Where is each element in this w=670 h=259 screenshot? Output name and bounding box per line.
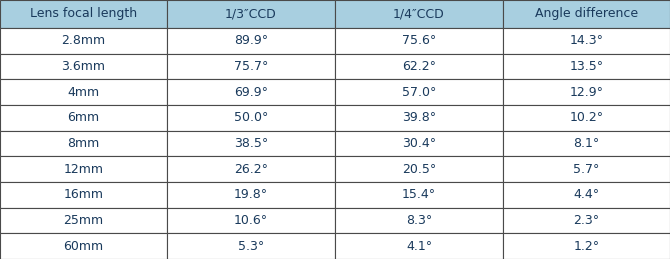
- Text: 19.8°: 19.8°: [234, 188, 268, 201]
- Bar: [335, 54, 503, 79]
- Bar: [0, 28, 167, 54]
- Bar: [0, 233, 167, 259]
- Bar: [503, 105, 670, 131]
- Bar: [335, 208, 503, 233]
- Bar: [0, 208, 167, 233]
- Text: 75.7°: 75.7°: [234, 60, 268, 73]
- Bar: [167, 79, 335, 105]
- Bar: [167, 131, 335, 156]
- Bar: [503, 131, 670, 156]
- Bar: [0, 54, 167, 79]
- Bar: [167, 233, 335, 259]
- Text: 10.2°: 10.2°: [570, 111, 604, 124]
- Text: 60mm: 60mm: [64, 240, 104, 253]
- Text: 20.5°: 20.5°: [402, 163, 436, 176]
- Text: 75.6°: 75.6°: [402, 34, 436, 47]
- Bar: [0, 131, 167, 156]
- Bar: [0, 156, 167, 182]
- Text: 4.1°: 4.1°: [406, 240, 432, 253]
- Bar: [0, 182, 167, 208]
- Bar: [0, 105, 167, 131]
- Bar: [167, 105, 335, 131]
- Bar: [0, 0, 167, 28]
- Text: 15.4°: 15.4°: [402, 188, 436, 201]
- Bar: [335, 233, 503, 259]
- Bar: [167, 182, 335, 208]
- Text: 26.2°: 26.2°: [234, 163, 268, 176]
- Bar: [167, 54, 335, 79]
- Text: 1/4″CCD: 1/4″CCD: [393, 8, 445, 20]
- Bar: [335, 131, 503, 156]
- Text: 6mm: 6mm: [68, 111, 100, 124]
- Text: 1.2°: 1.2°: [574, 240, 600, 253]
- Bar: [335, 182, 503, 208]
- Text: 12.9°: 12.9°: [570, 86, 604, 99]
- Bar: [503, 0, 670, 28]
- Text: Angle difference: Angle difference: [535, 8, 638, 20]
- Text: 2.8mm: 2.8mm: [62, 34, 106, 47]
- Text: 4mm: 4mm: [68, 86, 100, 99]
- Text: 89.9°: 89.9°: [234, 34, 268, 47]
- Text: 13.5°: 13.5°: [570, 60, 604, 73]
- Bar: [335, 156, 503, 182]
- Bar: [503, 28, 670, 54]
- Text: Lens focal length: Lens focal length: [30, 8, 137, 20]
- Text: 57.0°: 57.0°: [402, 86, 436, 99]
- Bar: [167, 156, 335, 182]
- Text: 5.3°: 5.3°: [238, 240, 264, 253]
- Bar: [335, 79, 503, 105]
- Text: 8mm: 8mm: [68, 137, 100, 150]
- Text: 5.7°: 5.7°: [574, 163, 600, 176]
- Bar: [335, 105, 503, 131]
- Text: 2.3°: 2.3°: [574, 214, 600, 227]
- Text: 38.5°: 38.5°: [234, 137, 268, 150]
- Bar: [335, 28, 503, 54]
- Text: 30.4°: 30.4°: [402, 137, 436, 150]
- Text: 8.1°: 8.1°: [574, 137, 600, 150]
- Bar: [503, 54, 670, 79]
- Text: 1/3″CCD: 1/3″CCD: [225, 8, 277, 20]
- Bar: [167, 208, 335, 233]
- Text: 3.6mm: 3.6mm: [62, 60, 105, 73]
- Bar: [167, 0, 335, 28]
- Text: 25mm: 25mm: [64, 214, 104, 227]
- Text: 4.4°: 4.4°: [574, 188, 600, 201]
- Bar: [0, 79, 167, 105]
- Text: 10.6°: 10.6°: [234, 214, 268, 227]
- Bar: [503, 156, 670, 182]
- Bar: [503, 79, 670, 105]
- Text: 69.9°: 69.9°: [234, 86, 268, 99]
- Bar: [503, 233, 670, 259]
- Text: 12mm: 12mm: [64, 163, 103, 176]
- Text: 8.3°: 8.3°: [406, 214, 432, 227]
- Text: 50.0°: 50.0°: [234, 111, 268, 124]
- Bar: [503, 182, 670, 208]
- Bar: [335, 0, 503, 28]
- Bar: [503, 208, 670, 233]
- Bar: [167, 28, 335, 54]
- Text: 62.2°: 62.2°: [402, 60, 436, 73]
- Text: 39.8°: 39.8°: [402, 111, 436, 124]
- Text: 16mm: 16mm: [64, 188, 103, 201]
- Text: 14.3°: 14.3°: [570, 34, 604, 47]
